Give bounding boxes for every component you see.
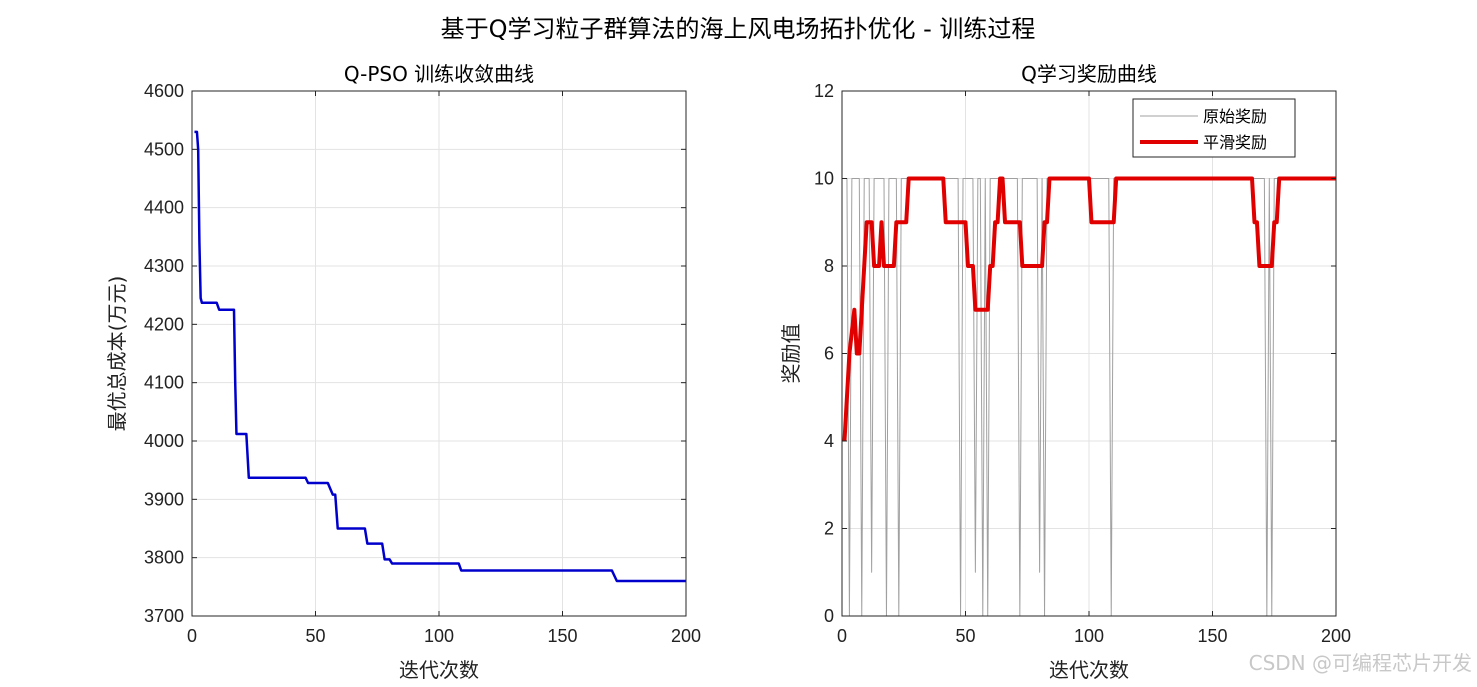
legend-label: 原始奖励 bbox=[1203, 107, 1267, 126]
y-tick-label: 3700 bbox=[144, 606, 184, 626]
x-axis-label: 迭代次数 bbox=[399, 658, 479, 682]
y-tick-label: 4200 bbox=[144, 314, 184, 334]
y-tick-label: 4500 bbox=[144, 139, 184, 159]
x-axis-label: 迭代次数 bbox=[1049, 658, 1129, 682]
watermark: CSDN @可编程芯片开发 bbox=[1249, 651, 1472, 675]
x-tick-label: 100 bbox=[424, 626, 454, 646]
y-tick-label: 12 bbox=[814, 81, 834, 101]
y-tick-label: 4300 bbox=[144, 256, 184, 276]
x-tick-label: 0 bbox=[837, 626, 847, 646]
series-line-1 bbox=[844, 178, 1336, 617]
y-tick-label: 4600 bbox=[144, 81, 184, 101]
chart-title: Q学习奖励曲线 bbox=[1021, 62, 1157, 86]
figure-suptitle: 基于Q学习粒子群算法的海上风电场拓扑优化 - 训练过程 bbox=[441, 15, 1036, 43]
x-tick-label: 200 bbox=[1321, 626, 1351, 646]
x-tick-label: 50 bbox=[955, 626, 975, 646]
y-axis-label: 最优总成本(万元) bbox=[105, 276, 129, 432]
cost-convergence-chart: 0 50 100 150 200 3700 3800 3900 4000 4100 4200 4300… bbox=[105, 62, 701, 682]
legend-box bbox=[1132, 98, 1296, 158]
x-tick-label: 200 bbox=[671, 626, 701, 646]
x-tick-label: 0 bbox=[187, 626, 197, 646]
x-tick-label: 50 bbox=[305, 626, 325, 646]
y-tick-label: 4100 bbox=[144, 373, 184, 393]
x-tick-label: 100 bbox=[1074, 626, 1104, 646]
y-tick-label: 10 bbox=[814, 169, 834, 189]
y-tick-label: 0 bbox=[824, 606, 834, 626]
y-tick-label: 3800 bbox=[144, 548, 184, 568]
y-axis-label: 奖励值 bbox=[779, 324, 803, 384]
x-tick-label: 150 bbox=[547, 626, 577, 646]
y-tick-label: 4 bbox=[824, 431, 834, 451]
chart-title: Q-PSO 训练收敛曲线 bbox=[344, 62, 534, 86]
y-tick-label: 4000 bbox=[144, 431, 184, 451]
legend-label: 平滑奖励 bbox=[1203, 133, 1267, 152]
y-tick-label: 3900 bbox=[144, 489, 184, 509]
y-tick-label: 2 bbox=[824, 519, 834, 539]
x-tick-label: 150 bbox=[1197, 626, 1227, 646]
y-tick-label: 6 bbox=[824, 344, 834, 364]
y-tick-label: 4400 bbox=[144, 198, 184, 218]
series-line-2 bbox=[842, 176, 1336, 442]
series-line-1 bbox=[194, 130, 686, 583]
y-tick-label: 8 bbox=[824, 256, 834, 276]
